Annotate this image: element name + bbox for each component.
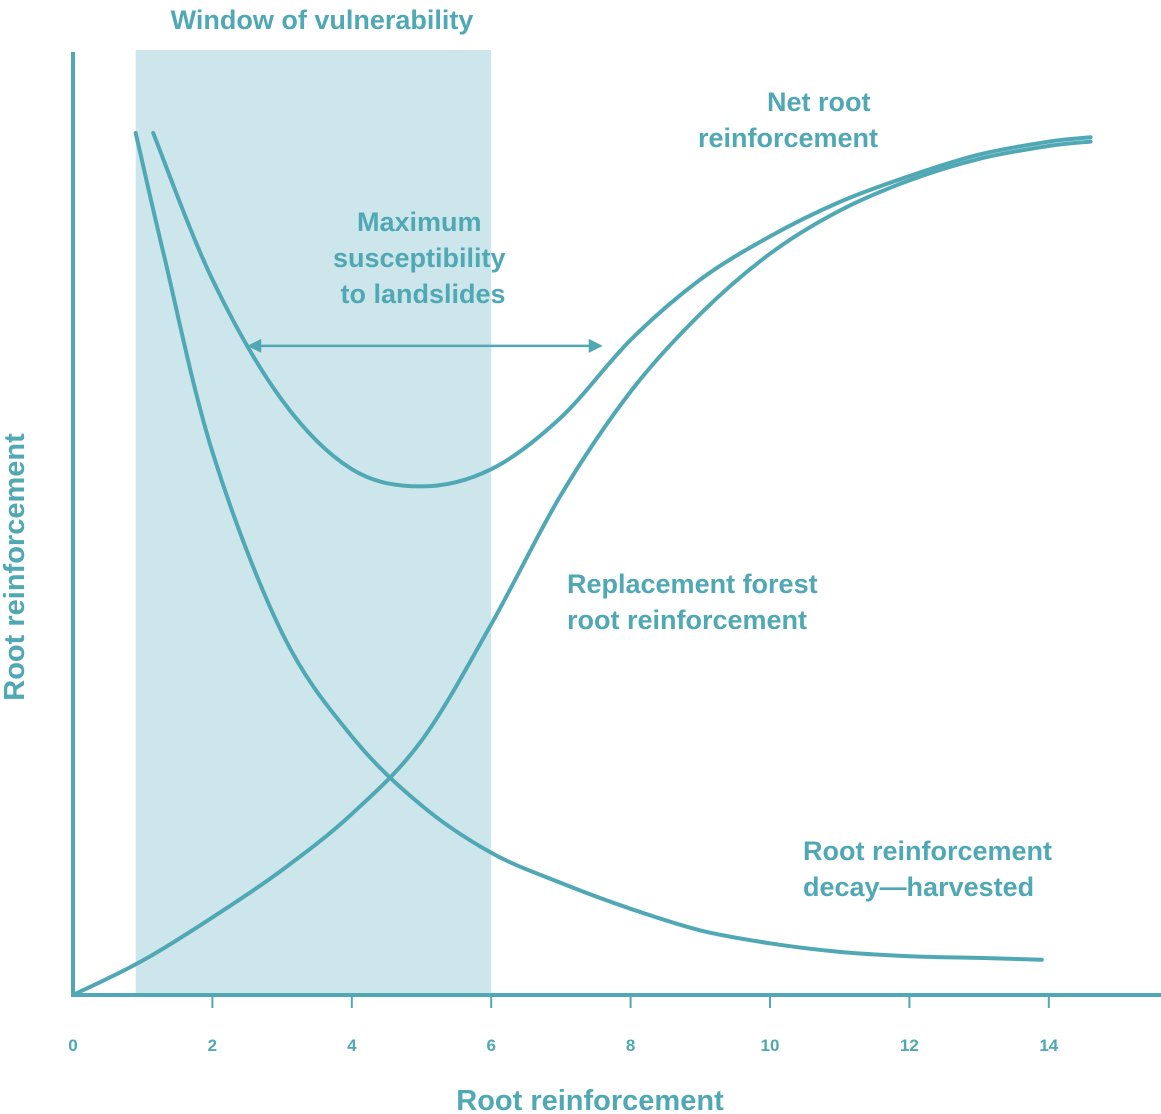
arrow-label: Maximum susceptibility to landslides xyxy=(333,207,513,309)
window-of-vulnerability-band xyxy=(135,50,492,995)
x-tick-label: 6 xyxy=(486,1036,495,1055)
net-root-label-line: Net root xyxy=(767,87,871,117)
arrow-label-line: Maximum xyxy=(357,207,482,237)
y-axis-title: Root reinforcement xyxy=(0,433,31,701)
x-tick-label: 10 xyxy=(761,1036,780,1055)
net-root-label: Net root reinforcement xyxy=(698,87,878,153)
x-tick-label: 4 xyxy=(347,1036,357,1055)
susceptibility-range-arrow xyxy=(247,338,603,353)
arrow-head xyxy=(247,338,262,353)
decay-harvested-curve xyxy=(133,131,1044,962)
replacement-forest-curve xyxy=(71,139,1093,997)
shaded-region-label: Window of vulnerability xyxy=(171,5,474,35)
arrow-label-line: susceptibility xyxy=(333,243,506,273)
replacement-forest-label: Replacement forest root reinforcement xyxy=(567,569,825,635)
decay-harvested-label-line: decay—harvested xyxy=(803,872,1034,902)
x-tick-label: 0 xyxy=(68,1036,77,1055)
decay-harvested-label: Root reinforcement decay—harvested xyxy=(803,836,1060,902)
arrow-head xyxy=(588,338,603,353)
x-tick-label: 12 xyxy=(900,1036,919,1055)
net-root-reinforcement-curve xyxy=(151,131,1093,489)
x-tick-label: 8 xyxy=(626,1036,635,1055)
net-root-label-line: reinforcement xyxy=(698,123,878,153)
replacement-forest-label-line: Replacement forest xyxy=(567,569,818,599)
decay-harvested-label-line: Root reinforcement xyxy=(803,836,1052,866)
arrow-label-line: to landslides xyxy=(340,279,505,309)
x-tick-label: 2 xyxy=(208,1036,217,1055)
x-axis-title: Root reinforcement xyxy=(456,1085,724,1114)
replacement-forest-label-line: root reinforcement xyxy=(567,605,807,635)
x-tick-label: 14 xyxy=(1039,1036,1058,1055)
